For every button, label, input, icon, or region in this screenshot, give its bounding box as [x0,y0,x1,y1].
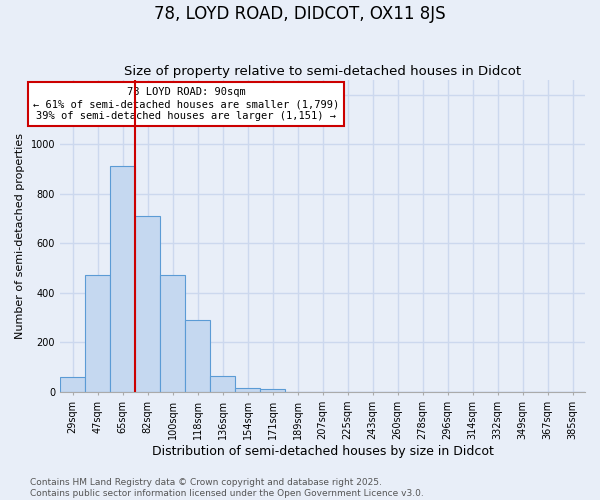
Bar [85,276,110,392]
Text: 78 LOYD ROAD: 90sqm
← 61% of semi-detached houses are smaller (1,799)
39% of sem: 78 LOYD ROAD: 90sqm ← 61% of semi-detach… [33,88,339,120]
Bar [185,320,210,392]
Title: Size of property relative to semi-detached houses in Didcot: Size of property relative to semi-detach… [124,66,521,78]
Bar [135,216,160,392]
Bar [235,388,260,392]
Bar [160,276,185,392]
Bar [60,377,85,392]
Bar [260,390,285,392]
X-axis label: Distribution of semi-detached houses by size in Didcot: Distribution of semi-detached houses by … [152,444,493,458]
Text: 78, LOYD ROAD, DIDCOT, OX11 8JS: 78, LOYD ROAD, DIDCOT, OX11 8JS [154,5,446,23]
Y-axis label: Number of semi-detached properties: Number of semi-detached properties [15,132,25,338]
Bar [110,166,135,392]
Bar [210,376,235,392]
Text: Contains HM Land Registry data © Crown copyright and database right 2025.
Contai: Contains HM Land Registry data © Crown c… [30,478,424,498]
